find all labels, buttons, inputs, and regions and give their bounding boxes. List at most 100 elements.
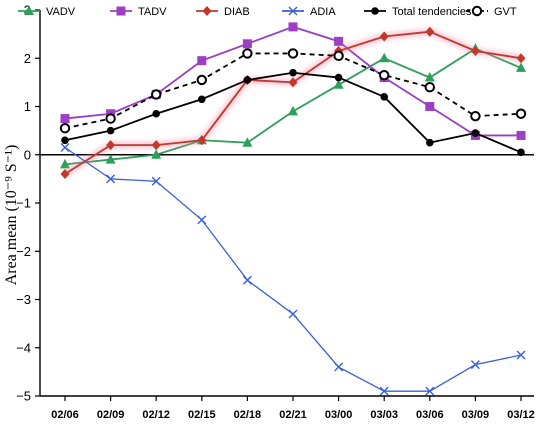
data-point-adia: [106, 174, 116, 184]
y-tick-label: −3: [16, 292, 31, 307]
x-tick-label: 02/06: [51, 409, 79, 421]
data-point-diab: [106, 140, 116, 151]
data-point-adia: [425, 386, 435, 396]
y-tick-label: −4: [16, 340, 31, 355]
data-point-diab: [60, 169, 70, 180]
data-point-adia: [470, 360, 480, 370]
x-tick-label: 03/09: [462, 409, 490, 421]
y-tick-label: 2: [24, 51, 31, 66]
x-tick-label: 03/03: [370, 409, 398, 421]
data-point-gvt: [59, 123, 71, 134]
legend-item-tadv: TADV: [110, 6, 167, 18]
data-point-gvt: [105, 113, 116, 124]
legend: VADV TADV DIAB ADIA Total tendencies GVT: [18, 5, 517, 18]
data-point-adia: [151, 176, 161, 186]
data-point-gvt: [515, 108, 527, 119]
data-point-tadv: [425, 102, 435, 111]
x-tick-label: 02/09: [97, 409, 125, 421]
legend-label-adia: ADIA: [310, 6, 336, 18]
data-point-total-tendencies: [426, 138, 434, 147]
data-point-vadv: [424, 72, 435, 82]
data-point-total-tendencies: [334, 73, 343, 82]
data-point-adia: [288, 309, 298, 319]
data-point-adia: [197, 215, 207, 225]
series-line-adia: [64, 146, 522, 392]
legend-item-adia: ADIA: [282, 6, 336, 18]
data-point-vadv: [105, 154, 116, 164]
legend-label-tadv: TADV: [138, 6, 167, 18]
legend-label-diab: DIAB: [224, 6, 250, 18]
data-point-tadv: [242, 39, 252, 49]
data-point-total-tendencies: [61, 136, 69, 145]
data-point-tadv: [334, 36, 344, 46]
data-point-diab: [151, 140, 161, 151]
data-point-tadv: [288, 22, 298, 32]
data-point-total-tendencies: [471, 129, 480, 137]
data-point-total-tendencies: [106, 126, 115, 135]
series-gvt: [59, 48, 527, 134]
data-point-diab: [470, 46, 480, 57]
series-layer: [59, 22, 527, 396]
data-point-adia: [334, 362, 344, 372]
data-point-diab: [288, 77, 298, 88]
series-adia: [60, 143, 526, 396]
x-tick-label: 02/18: [234, 409, 262, 421]
axes: −5−4−3−2−1012302/0602/0902/1202/1502/180…: [16, 3, 535, 422]
data-point-diab: [197, 135, 207, 146]
legend-label-total-tendencies: Total tendencies: [392, 6, 472, 18]
legend-item-vadv: VADV: [18, 5, 76, 18]
data-point-vadv: [516, 62, 526, 72]
data-point-vadv: [242, 137, 253, 147]
data-point-adia: [379, 386, 389, 396]
data-point-tadv: [60, 114, 70, 124]
data-point-gvt: [333, 50, 344, 62]
data-point-tadv: [516, 130, 526, 140]
y-tick-label: −1: [16, 196, 31, 211]
legend-marker-adia: [288, 6, 298, 16]
legend-marker-gvt: [471, 5, 483, 17]
legend-label-vadv: VADV: [46, 6, 76, 18]
x-tick-label: 03/06: [416, 409, 444, 421]
legend-item-diab: DIAB: [196, 6, 250, 18]
data-point-adia: [516, 350, 526, 360]
x-tick-label: 02/12: [142, 409, 170, 421]
y-tick-label: −2: [16, 244, 31, 259]
data-point-diab: [425, 26, 435, 37]
data-point-diab: [516, 53, 526, 64]
legend-marker-tadv: [116, 6, 126, 16]
x-tick-label: 02/21: [279, 409, 307, 421]
data-point-total-tendencies: [198, 95, 206, 104]
series-line-gvt: [64, 52, 522, 130]
data-point-gvt: [470, 110, 481, 122]
data-point-vadv: [288, 105, 298, 116]
data-point-total-tendencies: [380, 93, 389, 101]
x-tick-label: 02/15: [188, 409, 216, 421]
y-axis-title: Area mean (10⁻⁹ S⁻¹): [3, 145, 20, 286]
data-point-vadv: [333, 79, 344, 89]
x-tick-label: 03/12: [507, 409, 535, 421]
data-point-gvt: [151, 89, 162, 100]
y-tick-label: −5: [16, 389, 31, 404]
y-tick-label: 1: [24, 99, 31, 114]
x-tick-label: 03/00: [325, 409, 353, 421]
series-diab: [60, 26, 526, 180]
data-point-adia: [242, 275, 252, 285]
legend-label-gvt: GVT: [494, 6, 517, 18]
legend-item-gvt: GVT: [466, 5, 517, 18]
data-point-gvt: [242, 48, 253, 59]
data-point-vadv: [151, 149, 162, 159]
data-point-total-tendencies: [517, 148, 525, 157]
data-point-total-tendencies: [289, 68, 297, 77]
data-point-tadv: [197, 56, 207, 66]
series-total-tendencies: [61, 68, 525, 157]
data-point-gvt: [196, 74, 208, 86]
series-vadv: [60, 43, 526, 169]
legend-marker-vadv: [24, 5, 34, 15]
data-point-gvt: [287, 48, 299, 59]
y-tick-label: 0: [24, 147, 31, 162]
data-point-total-tendencies: [152, 109, 160, 118]
legend-marker-diab: [202, 6, 212, 16]
data-point-gvt: [379, 69, 390, 81]
data-point-vadv: [379, 52, 390, 63]
